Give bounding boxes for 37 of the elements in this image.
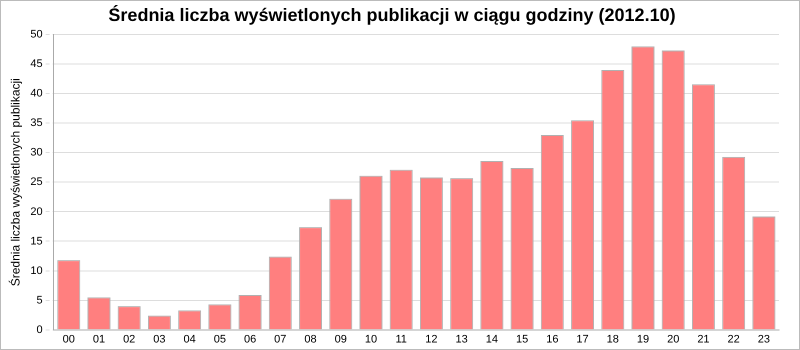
x-tick-label: 16 bbox=[546, 333, 558, 346]
x-tick-label: 12 bbox=[425, 333, 438, 346]
x-tick-label: 05 bbox=[214, 333, 226, 346]
x-tick-label: 17 bbox=[576, 333, 589, 346]
y-axis-title: Średnia liczba wyświetlonych publikacji bbox=[8, 78, 23, 286]
y-tick-label: 0 bbox=[36, 324, 43, 336]
x-tick-label: 18 bbox=[606, 333, 619, 346]
x-tick-label: 22 bbox=[728, 333, 740, 346]
x-tick-label: 14 bbox=[486, 333, 498, 346]
x-tick-label: 02 bbox=[123, 333, 136, 346]
chart-title: Średnia liczba wyświetlonych publikacji w ciągu godziny (2012.10) bbox=[108, 4, 676, 25]
x-tick-label: 01 bbox=[92, 333, 106, 346]
x-tick-label: 03 bbox=[153, 333, 166, 346]
x-tick-label: 08 bbox=[304, 333, 317, 346]
x-tick-label: 04 bbox=[184, 333, 196, 346]
y-tick-label: 50 bbox=[30, 28, 43, 41]
x-tick-label: 19 bbox=[636, 333, 650, 346]
x-tick-label: 13 bbox=[456, 333, 468, 346]
y-tick-label: 45 bbox=[30, 58, 43, 70]
x-tick-label: 06 bbox=[244, 333, 256, 346]
x-tick-label: 11 bbox=[395, 333, 407, 346]
y-tick-label: 10 bbox=[30, 264, 43, 277]
x-tick-label: 23 bbox=[758, 333, 770, 346]
y-tick-label: 15 bbox=[30, 235, 43, 248]
x-tick-label: 09 bbox=[334, 333, 347, 346]
y-tick-label: 40 bbox=[30, 88, 43, 100]
x-tick-label: 00 bbox=[62, 333, 75, 346]
y-tick-label: 5 bbox=[36, 294, 43, 306]
x-tick-label: 21 bbox=[697, 333, 710, 346]
y-tick-label: 35 bbox=[30, 117, 43, 130]
x-tick-label: 07 bbox=[274, 333, 286, 346]
y-tick-label: 30 bbox=[30, 146, 43, 159]
y-tick-label: 20 bbox=[30, 206, 43, 218]
y-tick-label: 25 bbox=[30, 176, 43, 188]
x-tick-label: 20 bbox=[667, 333, 680, 346]
x-tick-label: 15 bbox=[516, 333, 528, 346]
x-tick-label: 10 bbox=[364, 333, 378, 346]
